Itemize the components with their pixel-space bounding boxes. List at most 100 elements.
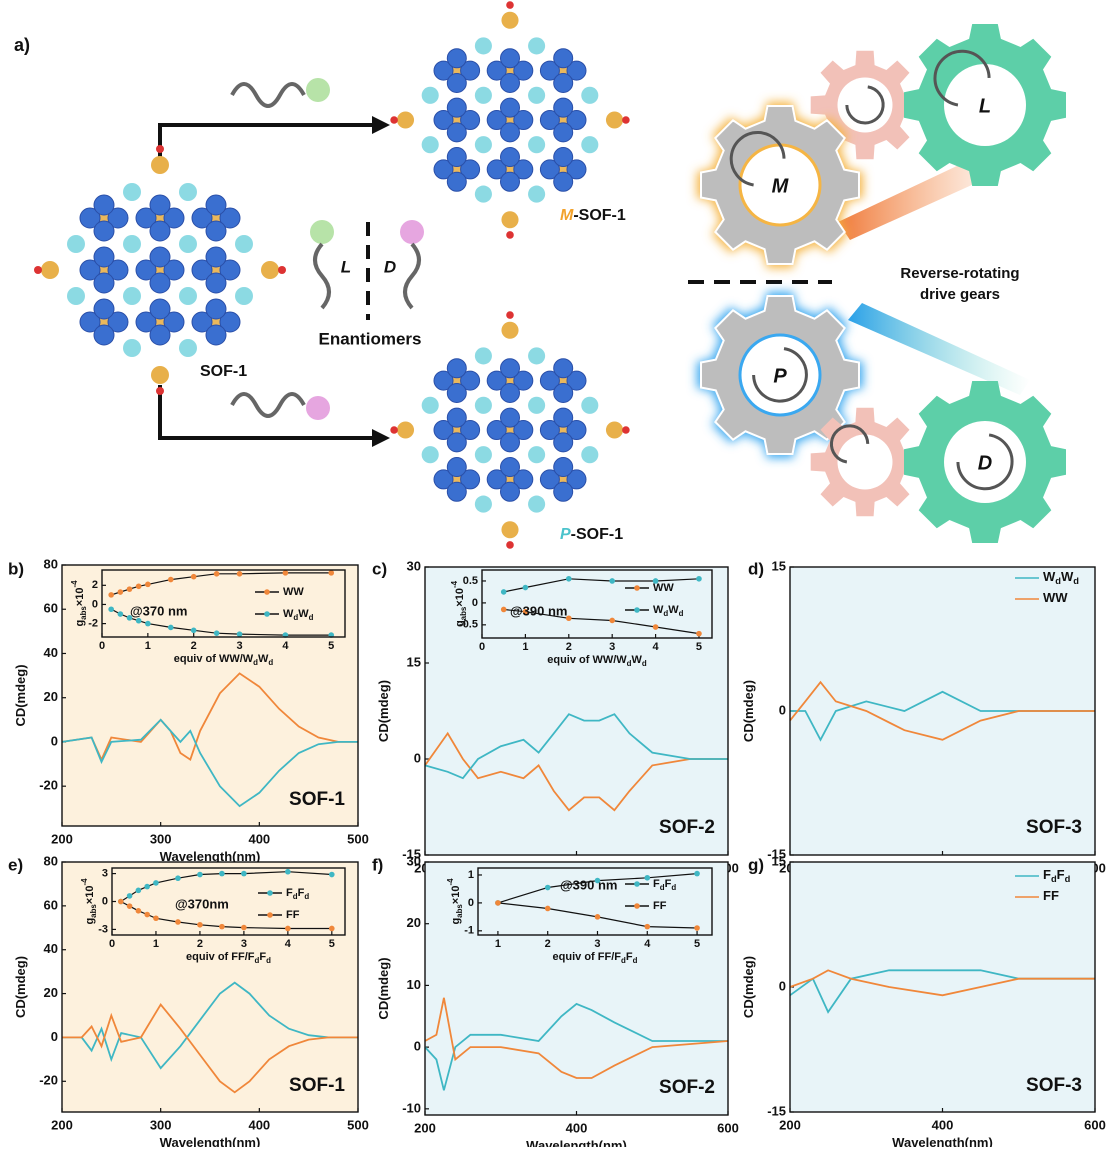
y-tick-label: 0 [779,702,786,717]
blob [93,246,115,268]
y-tick-label: 0.5 [463,575,478,587]
blob [205,272,227,294]
text-part: d [1065,874,1071,884]
blob [513,60,534,81]
caption: P-SOF-1 [560,526,623,543]
point [117,589,124,595]
y-tick-label: -15 [402,846,421,861]
point [285,925,291,932]
node [235,235,253,253]
point [522,608,529,615]
point [544,905,551,912]
blob [433,159,454,180]
text-part: equiv of WW/ [547,654,616,666]
text-part: F [614,951,621,963]
panel-sample: SOF-3 [1026,1075,1082,1096]
y-tick-label: 0 [468,897,474,909]
point [500,589,507,595]
blob [446,457,467,478]
blob [500,358,520,379]
y-tick-label: -10 [402,1100,421,1115]
y-tick-label: -15 [767,1103,786,1118]
text-part: d [293,892,298,901]
text-part: 10 [74,587,86,599]
blob [553,97,574,118]
gear-hub [837,434,893,490]
frameworks [34,1,630,549]
node [581,136,599,154]
node [581,86,599,104]
legend-label: WdWd [1043,569,1079,586]
rotation [830,424,870,464]
blob [93,272,115,294]
blob [446,147,467,168]
node [528,495,546,513]
text-part: g [84,918,96,925]
point [197,871,203,878]
y-tick-label: 15 [772,853,786,868]
point [241,870,247,877]
panel-sample: SOF-1 [289,789,345,810]
point [144,911,150,918]
annotation: @370 nm [130,603,187,618]
text-part: F [626,951,633,963]
node [501,211,519,229]
series-line [789,969,1095,1014]
node [528,396,546,414]
legend-label: FdFd [286,887,309,901]
x-tick-label: 1 [495,938,501,950]
ball [306,396,330,420]
y-tick-label: 60 [44,601,58,616]
blob [219,311,241,333]
x-tick-label: 4 [644,938,651,950]
legend-label: WdWd [653,604,684,618]
point [213,630,220,636]
annotation: @370nm [175,896,229,911]
node [421,86,439,104]
blob [107,259,129,281]
blob [446,407,467,428]
y-axis-label: gabs×10-4 [80,878,98,925]
axes-frame [61,564,359,827]
x-tick-label: 600 [717,1120,739,1135]
blob [500,382,520,403]
text-part: equiv of FF/ [186,951,248,963]
text-part: d [304,892,309,901]
node [528,185,546,203]
legend-label: WW [1043,590,1068,605]
text-part: Wavelength(nm) [160,1135,261,1147]
y-axis-label: CD(mdeg) [376,957,391,1019]
blob [553,481,574,502]
node [123,235,141,253]
text-part: abs [89,904,98,918]
x-tick-label: 0 [109,938,115,950]
blob [553,48,574,69]
text-part: -4 [446,878,455,886]
y-tick-label: 20 [44,689,58,704]
y-axis-label: CD(mdeg) [741,956,756,1018]
y-axis-label: CD(mdeg) [13,664,28,726]
x-tick-label: 400 [248,1117,270,1132]
node [151,156,169,174]
x-tick-label: 0 [479,641,485,653]
text-part: WW [653,582,674,594]
text-part: FF [1043,888,1059,903]
node [474,185,492,203]
blob [553,147,574,168]
point [190,627,197,634]
y-axis-label: gabs×10-4 [450,580,468,627]
terminal [506,231,514,239]
blob [149,194,171,216]
text-part: W [243,653,254,665]
text-part: d [253,658,258,667]
point [175,875,181,882]
annotation: @390 nm [510,603,567,618]
text-part: W [1061,569,1074,584]
point [236,571,243,577]
node [474,136,492,154]
node [474,495,492,513]
point [241,924,247,931]
node [581,446,599,464]
text-part: d [671,883,676,892]
text-part: abs [79,606,88,620]
